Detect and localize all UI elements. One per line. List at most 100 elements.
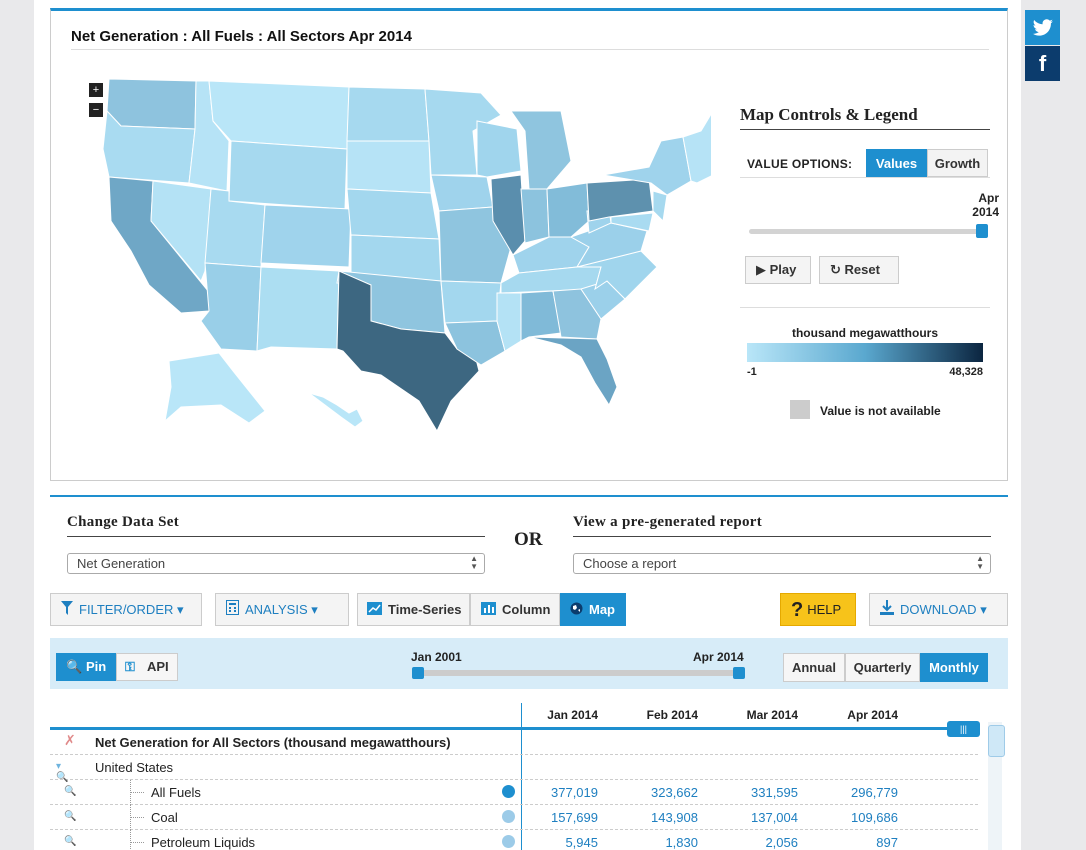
time-slider-track[interactable]	[749, 229, 987, 234]
column-label: Column	[502, 602, 551, 617]
state-indiana	[520, 188, 550, 244]
time-slider-handle[interactable]	[976, 224, 988, 238]
growth-toggle[interactable]: Growth	[927, 149, 988, 177]
pin-button[interactable]: 🔍 Pin	[56, 653, 116, 681]
select-arrows-icon: ▲ ▼	[470, 554, 478, 571]
cell-value: 157,699	[551, 810, 598, 825]
map-globe-icon[interactable]	[502, 810, 515, 823]
cell-value: 2,056	[765, 835, 798, 850]
value-options-label: VALUE OPTIONS:	[747, 157, 853, 171]
filter-order-button[interactable]: FILTER/ORDER ▾	[50, 593, 202, 626]
state-arizona	[200, 262, 262, 352]
divider	[573, 536, 991, 537]
expand-search-icon[interactable]: ▾🔍	[56, 761, 69, 783]
data-table: Jan 2014 Feb 2014 Mar 2014 Apr 2014 ||| …	[50, 700, 1008, 850]
date-range-track[interactable]	[416, 670, 740, 676]
zoom-out-button[interactable]: −	[89, 103, 103, 117]
state-nevada	[150, 180, 212, 282]
download-label: DOWNLOAD	[900, 602, 977, 617]
social-bar: f	[1025, 10, 1060, 82]
api-label: API	[147, 659, 169, 674]
play-button[interactable]: ▶ Play	[745, 256, 811, 284]
facebook-icon[interactable]: f	[1025, 46, 1060, 81]
reset-button[interactable]: ↻ Reset	[819, 256, 899, 284]
cell-value: 1,830	[665, 835, 698, 850]
tree-line	[130, 842, 144, 843]
quarterly-button[interactable]: Quarterly	[845, 653, 920, 682]
state-south-dakota	[346, 140, 432, 194]
search-icon[interactable]: 🔍	[64, 836, 77, 847]
state-ohio	[546, 182, 590, 238]
na-swatch	[790, 400, 810, 419]
value-options: VALUE OPTIONS: Values Growth	[740, 149, 990, 178]
divider	[67, 536, 485, 537]
line-chart-icon	[367, 595, 382, 626]
question-icon: ?	[791, 599, 804, 622]
table-row: ▾🔍 United States	[50, 755, 978, 783]
table-row: 🔍 Coal 157,699 143,908 137,004 109,686	[50, 805, 978, 830]
cell-value: 377,019	[551, 785, 598, 800]
analysis-button[interactable]: ANALYSIS ▾	[215, 593, 349, 626]
pin-label: Pin	[86, 659, 107, 674]
slider-year: 2014	[972, 205, 999, 219]
scale-max: 48,328	[949, 366, 983, 378]
twitter-icon[interactable]	[1025, 10, 1060, 45]
column-header: Feb 2014	[646, 708, 698, 722]
play-icon: ▶	[756, 262, 766, 277]
annual-button[interactable]: Annual	[783, 653, 845, 682]
na-label: Value is not available	[820, 404, 941, 418]
divider	[71, 49, 989, 50]
cell-value: 331,595	[751, 785, 798, 800]
map-globe-icon[interactable]	[502, 835, 515, 848]
report-heading: View a pre-generated report	[573, 514, 763, 530]
range-start-handle[interactable]	[412, 667, 424, 679]
cell-value: 143,908	[651, 810, 698, 825]
state-alaska	[164, 352, 266, 424]
dataset-select[interactable]: Net Generation ▲ ▼	[67, 553, 485, 574]
vertical-scroll-handle[interactable]	[988, 725, 1005, 757]
state-new-england	[682, 113, 711, 184]
map-button[interactable]: Map	[560, 593, 626, 626]
state-missouri	[438, 206, 512, 284]
frozen-column-rule	[521, 703, 522, 850]
report-select[interactable]: Choose a report ▲ ▼	[573, 553, 991, 574]
download-icon	[880, 595, 894, 626]
time-series-button[interactable]: Time-Series	[357, 593, 470, 626]
state-alabama	[520, 290, 562, 342]
row-label: Coal	[151, 810, 178, 825]
monthly-button[interactable]: Monthly	[920, 653, 988, 682]
range-end-handle[interactable]	[733, 667, 745, 679]
remove-icon[interactable]: ✗	[64, 732, 76, 748]
range-start-label: Jan 2001	[411, 650, 462, 664]
values-toggle[interactable]: Values	[866, 149, 927, 177]
filter-icon	[61, 595, 73, 626]
state-arkansas	[440, 280, 502, 324]
row-label: Petroleum Liquids	[151, 835, 256, 850]
zoom-in-button[interactable]: +	[89, 83, 103, 97]
map-globe-icon[interactable]	[502, 785, 515, 798]
us-choropleth-map[interactable]	[101, 71, 711, 451]
slider-date: Apr 2014	[971, 191, 999, 219]
key-icon: ⚿	[125, 659, 135, 674]
column-header: Jan 2014	[547, 708, 598, 722]
caret-down-icon: ▾	[311, 602, 318, 617]
search-icon[interactable]: 🔍	[64, 811, 77, 822]
cell-value: 296,779	[851, 785, 898, 800]
state-maryland	[610, 212, 654, 232]
divider	[740, 307, 990, 308]
download-button[interactable]: DOWNLOAD ▾	[869, 593, 1008, 626]
tree-line	[130, 817, 144, 818]
help-button[interactable]: ? HELP	[780, 593, 856, 626]
search-icon[interactable]: 🔍	[64, 786, 77, 797]
color-scale	[747, 343, 983, 362]
reset-label: Reset	[844, 262, 880, 277]
tree-line	[130, 830, 131, 850]
header-rule	[50, 727, 978, 730]
reset-icon: ↻	[830, 262, 841, 277]
column-button[interactable]: Column	[470, 593, 560, 626]
horizontal-scroll-handle[interactable]: |||	[947, 721, 980, 737]
map-title: Net Generation : All Fuels : All Sectors…	[71, 28, 412, 45]
api-button[interactable]: ⚿ API	[116, 653, 178, 681]
state-north-carolina	[576, 250, 658, 300]
slider-month: Apr	[978, 191, 999, 205]
